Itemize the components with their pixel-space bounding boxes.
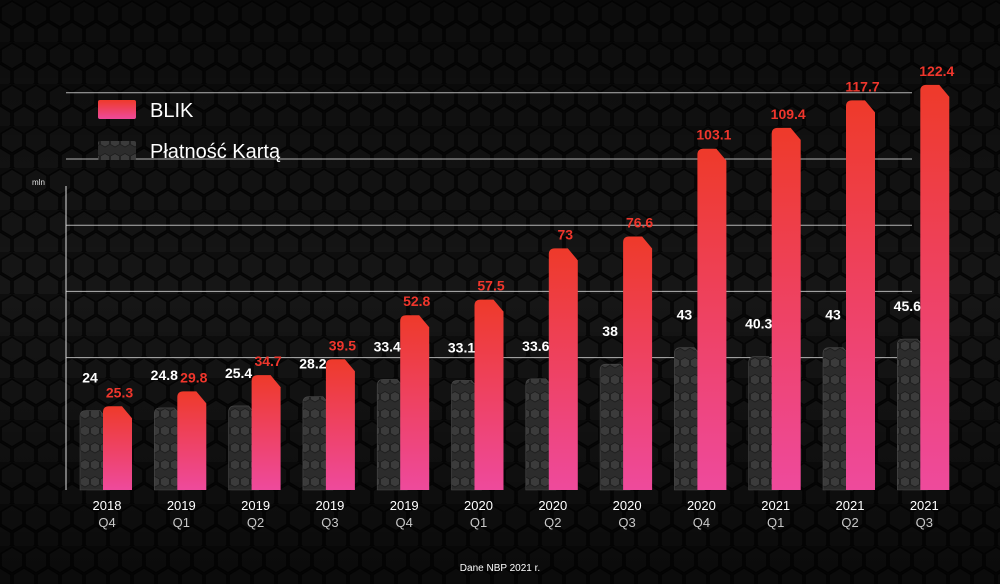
value-label-blik-2021-Q2: 117.7 bbox=[845, 78, 879, 94]
value-label-blik-2019-Q3: 39.5 bbox=[329, 337, 356, 353]
legend: BLIK Płatność Kartą bbox=[98, 100, 281, 163]
x-tick-year-4: 2019 bbox=[390, 498, 419, 513]
bar-blik-2019-Q1 bbox=[177, 391, 207, 490]
legend-label-blik: BLIK bbox=[150, 100, 194, 122]
bar-blik-2020-Q4 bbox=[697, 148, 727, 490]
bar-blik-2020-Q3 bbox=[623, 236, 653, 490]
value-label-card-2018-Q4: 24 bbox=[82, 370, 98, 386]
x-tick-quarter-8: Q4 bbox=[693, 515, 710, 530]
x-tick-year-1: 2019 bbox=[167, 498, 196, 513]
value-label-card-2020-Q1: 33.1 bbox=[448, 339, 475, 355]
x-tick-quarter-6: Q2 bbox=[544, 515, 561, 530]
legend-item-blik: BLIK bbox=[98, 100, 194, 122]
value-label-card-2021-Q1: 40.3 bbox=[745, 316, 772, 332]
value-label-blik-2019-Q2: 34.7 bbox=[254, 353, 281, 369]
bar-blik-2019-Q4 bbox=[400, 315, 430, 490]
x-tick-quarter-1: Q1 bbox=[173, 515, 190, 530]
x-tick-quarter-10: Q2 bbox=[841, 515, 858, 530]
x-tick-quarter-11: Q3 bbox=[916, 515, 933, 530]
bar-blik-2020-Q1 bbox=[474, 299, 504, 490]
x-tick-year-10: 2021 bbox=[836, 498, 865, 513]
legend-item-card: Płatność Kartą bbox=[98, 141, 281, 163]
x-tick-year-2: 2019 bbox=[241, 498, 270, 513]
value-label-card-2021-Q2: 43 bbox=[825, 307, 841, 323]
x-tick-year-3: 2019 bbox=[315, 498, 344, 513]
bar-blik-2019-Q2 bbox=[251, 375, 281, 490]
value-label-card-2019-Q3: 28.2 bbox=[299, 356, 326, 372]
x-axis-ticks: 2018 Q4 2019 Q1 2019 Q2 2019 Q3 2019 Q4 2020 Q1 2020… bbox=[93, 498, 939, 530]
x-tick-quarter-2: Q2 bbox=[247, 515, 264, 530]
value-label-card-2020-Q3: 38 bbox=[602, 323, 618, 339]
x-tick-year-8: 2020 bbox=[687, 498, 716, 513]
x-tick-quarter-0: Q4 bbox=[98, 515, 115, 530]
value-label-blik-2019-Q1: 29.8 bbox=[180, 369, 207, 385]
value-label-blik-2020-Q2: 73 bbox=[558, 226, 574, 242]
x-tick-quarter-4: Q4 bbox=[396, 515, 413, 530]
value-label-card-2021-Q3: 45.6 bbox=[894, 298, 921, 314]
legend-swatch-card bbox=[98, 141, 136, 160]
x-tick-year-9: 2021 bbox=[761, 498, 790, 513]
value-label-blik-2020-Q1: 57.5 bbox=[477, 278, 504, 294]
x-tick-quarter-7: Q3 bbox=[618, 515, 635, 530]
source-note: Dane NBP 2021 r. bbox=[460, 563, 540, 574]
x-tick-quarter-5: Q1 bbox=[470, 515, 487, 530]
x-tick-year-7: 2020 bbox=[613, 498, 642, 513]
bar-blik-2021-Q1 bbox=[771, 127, 801, 491]
legend-label-card: Płatność Kartą bbox=[150, 141, 281, 163]
value-label-card-2019-Q1: 24.8 bbox=[151, 367, 178, 383]
bar-blik-2019-Q3 bbox=[325, 359, 355, 490]
legend-swatch-blik bbox=[98, 100, 136, 119]
value-label-card-2019-Q4: 33.4 bbox=[374, 338, 401, 354]
value-label-card-2020-Q4: 43 bbox=[677, 307, 693, 323]
x-tick-year-11: 2021 bbox=[910, 498, 939, 513]
x-tick-quarter-3: Q3 bbox=[321, 515, 338, 530]
value-label-blik-2019-Q4: 52.8 bbox=[403, 293, 430, 309]
value-label-blik-2018-Q4: 25.3 bbox=[106, 384, 133, 400]
bar-blik-2018-Q4 bbox=[103, 406, 132, 490]
x-tick-year-0: 2018 bbox=[93, 498, 122, 513]
value-label-card-2020-Q2: 33.6 bbox=[522, 338, 549, 354]
bars-group bbox=[79, 84, 950, 491]
x-tick-quarter-9: Q1 bbox=[767, 515, 784, 530]
value-label-blik-2021-Q3: 122.4 bbox=[919, 63, 954, 79]
value-label-blik-2020-Q4: 103.1 bbox=[696, 127, 731, 143]
x-tick-year-5: 2020 bbox=[464, 498, 493, 513]
x-tick-year-6: 2020 bbox=[538, 498, 567, 513]
value-label-blik-2020-Q3: 76.6 bbox=[626, 214, 653, 230]
bar-blik-2021-Q2 bbox=[846, 100, 875, 491]
value-label-blik-2021-Q1: 109.4 bbox=[771, 106, 806, 122]
y-axis-unit-label: mln bbox=[32, 178, 45, 187]
value-label-card-2019-Q2: 25.4 bbox=[225, 365, 252, 381]
bar-blik-2020-Q2 bbox=[548, 248, 578, 490]
value-labels-group: 24 25.3 24.8 29.8 25.434.7 28.239.5 33.4 52.8 33… bbox=[82, 63, 954, 400]
bar-blik-2021-Q3 bbox=[920, 84, 950, 490]
